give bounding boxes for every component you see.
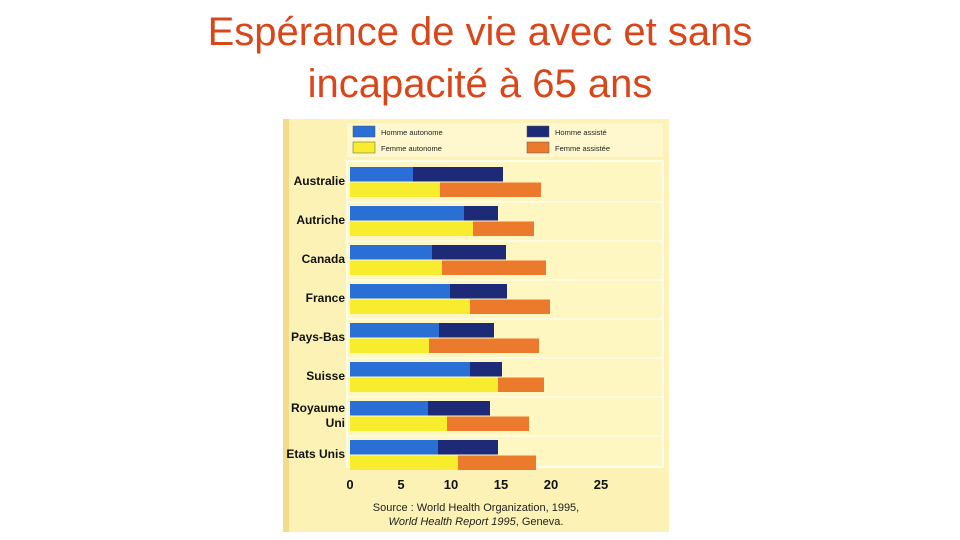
category-label-australie: Australie [294,174,346,188]
category-label-autriche: Autriche [296,213,345,227]
bar-royaume-uni-femme-autonome [350,416,447,431]
legend-box [347,123,663,157]
bar-suisse-homme-assiste [470,362,502,377]
bar-autriche-femme-autonome [350,221,473,236]
bar-france-femme-assistee [470,299,550,314]
x-axis-ticks: 0 5 10 15 20 25 [346,477,608,492]
source-line-2: World Health Report 1995, Geneva. [283,516,669,528]
x-tick-20: 20 [544,477,558,492]
bar-france-homme-autonome [350,284,450,299]
category-label-canada: Canada [302,252,346,266]
x-tick-10: 10 [444,477,458,492]
bar-autriche-femme-assistee [473,221,534,236]
bar-australie-femme-autonome [350,182,440,197]
bar-suisse-homme-autonome [350,362,470,377]
bar-royaume-uni-femme-assistee [447,416,529,431]
title-line-1: Espérance de vie avec et sans [207,10,753,54]
category-label-line: Uni [326,416,345,430]
category-label-line: Royaume [291,401,345,415]
bar-pays-bas-femme-assistee [429,338,539,353]
x-tick-5: 5 [397,477,404,492]
legend: Homme autonome Homme assisté Femme autonom… [352,125,610,154]
bar-autriche-homme-assiste [464,206,498,221]
legend-label-homme-assiste: Homme assisté [555,128,607,137]
legend-swatch-homme-autonome [352,125,376,138]
title-line-2: incapacité à 65 ans [307,62,653,106]
bar-royaume-uni-homme-assiste [428,401,490,416]
panel-edge [283,119,289,532]
bar-canada-femme-autonome [350,260,442,275]
category-label-etats-unis: Etats Unis [286,447,345,461]
legend-label-femme-autonome: Femme autonome [381,144,442,153]
bar-royaume-uni-homme-autonome [350,401,428,416]
bar-australie-homme-assiste [413,167,503,182]
legend-label-femme-assistee: Femme assistée [555,144,610,153]
x-tick-15: 15 [494,477,508,492]
source-line-1: Source : World Health Organization, 1995… [372,502,580,514]
bar-france-femme-autonome [350,299,470,314]
bar-canada-homme-autonome [350,245,432,260]
legend-label-homme-autonome: Homme autonome [381,128,443,137]
chart-panel: Homme autonome Homme assisté Femme autonom… [283,119,669,532]
bar-france-homme-assiste [450,284,507,299]
category-labels: Australie Autriche Canada France Pays-Bas Sui… [286,174,345,461]
legend-swatch-femme-autonome [352,141,376,154]
category-label-france: France [306,291,346,305]
bar-etats-unis-homme-assiste [438,440,498,455]
x-tick-0: 0 [346,477,353,492]
category-label-pays-bas: Pays-Bas [291,330,345,344]
bar-suisse-femme-autonome [350,377,498,392]
bar-etats-unis-femme-assistee [458,455,536,470]
bar-pays-bas-homme-autonome [350,323,439,338]
bar-suisse-femme-assistee [498,377,544,392]
bar-autriche-homme-autonome [350,206,464,221]
bar-australie-homme-autonome [350,167,413,182]
x-tick-25: 25 [594,477,608,492]
category-label-suisse: Suisse [306,369,345,383]
bar-etats-unis-homme-autonome [350,440,438,455]
bar-etats-unis-femme-autonome [350,455,458,470]
bars [347,167,663,470]
bar-pays-bas-femme-autonome [350,338,429,353]
bar-australie-femme-assistee [440,182,541,197]
legend-swatch-homme-assiste [526,125,550,138]
slide-title: Espérance de vie avec et sans incapacité… [0,6,960,110]
bar-pays-bas-homme-assiste [439,323,494,338]
bar-canada-homme-assiste [432,245,506,260]
source-place: , Geneva. [515,516,564,528]
legend-swatch-femme-assistee [526,141,550,154]
category-label-royaume-uni: Royaume Uni [291,401,345,430]
bar-canada-femme-assistee [442,260,546,275]
source-report-title: World Health Report 1995 [388,516,516,528]
life-expectancy-chart: Homme autonome Homme assisté Femme autonom… [283,119,664,532]
